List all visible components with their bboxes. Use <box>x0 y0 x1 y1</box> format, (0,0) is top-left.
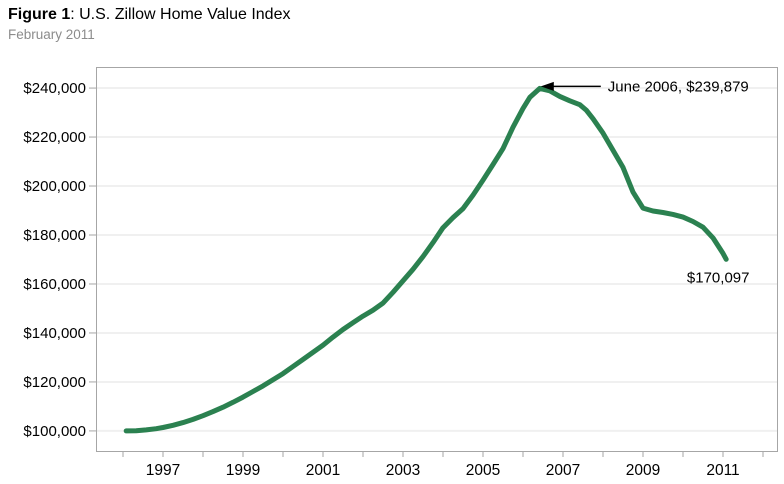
x-tick-label: 1997 <box>146 462 180 479</box>
y-tick-label: $160,000 <box>23 276 86 293</box>
plot-border <box>96 67 778 452</box>
peak-annotation-label: June 2006, $239,879 <box>608 78 749 95</box>
x-tick-label: 2001 <box>306 462 340 479</box>
chart-subtitle: February 2011 <box>8 27 95 43</box>
chart-title-text: : U.S. Zillow Home Value Index <box>70 6 291 23</box>
chart-title: Figure 1: U.S. Zillow Home Value Index <box>8 5 290 24</box>
figure-label: Figure 1 <box>8 6 71 23</box>
y-tick-label: $220,000 <box>23 129 86 146</box>
x-tick-label: 2005 <box>466 462 500 479</box>
y-tick-label: $140,000 <box>23 325 86 342</box>
x-tick-label: 1999 <box>226 462 260 479</box>
current-value-label: $170,097 <box>687 269 750 286</box>
y-tick-label: $240,000 <box>23 80 86 97</box>
peak-annotation-arrowhead <box>540 81 554 91</box>
chart-header: Figure 1: U.S. Zillow Home Value Index F… <box>8 5 290 42</box>
x-tick-label: 2009 <box>626 462 660 479</box>
y-tick-label: $200,000 <box>23 178 86 195</box>
x-tick-label: 2003 <box>386 462 420 479</box>
x-tick-label: 2011 <box>706 462 739 479</box>
y-tick-label: $100,000 <box>23 423 86 440</box>
x-tick-label: 2007 <box>546 462 580 479</box>
hvi-line <box>123 85 729 434</box>
y-tick-label: $180,000 <box>23 227 86 244</box>
y-tick-label: $120,000 <box>23 374 86 391</box>
